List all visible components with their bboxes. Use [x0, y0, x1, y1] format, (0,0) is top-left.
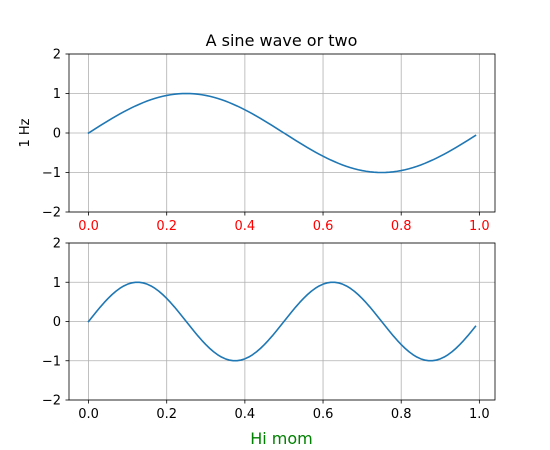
top-y-ticks: −2 −1 0 1 2 [42, 48, 69, 221]
top-x-tick-label: 0.0 [78, 219, 99, 234]
bottom-y-tick-label: −1 [42, 354, 61, 369]
top-series-line [87, 92, 477, 174]
top-y-tick-label: 0 [53, 127, 61, 142]
bottom-y-ticks: −2 −1 0 1 2 [42, 237, 69, 409]
top-x-tick-label: 1.0 [469, 219, 490, 234]
top-x-ticks: 0.0 0.2 0.4 0.6 0.8 1.0 [78, 212, 490, 234]
top-series [87, 92, 477, 174]
bottom-series-line [87, 281, 477, 362]
bottom-x-tick-label: 0.6 [313, 407, 334, 422]
bottom-x-tick-label: 0.8 [391, 407, 412, 422]
bottom-grid [69, 242, 495, 401]
bottom-y-tick-label: 0 [53, 315, 61, 330]
top-x-tick-label: 0.4 [235, 219, 256, 234]
bottom-x-axis-label: Hi mom [250, 429, 313, 448]
top-x-tick-label: 0.6 [313, 219, 334, 234]
bottom-x-ticks: 0.0 0.2 0.4 0.6 0.8 1.0 [78, 400, 490, 422]
bottom-y-tick-label: 2 [53, 237, 61, 252]
top-x-tick-label: 0.8 [391, 219, 412, 234]
top-y-tick-label: −2 [42, 206, 61, 221]
bottom-series [87, 281, 477, 362]
top-x-tick-label: 0.2 [156, 219, 177, 234]
top-y-tick-label: 1 [53, 87, 61, 102]
bottom-x-tick-label: 0.2 [156, 407, 177, 422]
chart-title: A sine wave or two [206, 31, 358, 50]
top-subplot: 0.0 0.2 0.4 0.6 0.8 1.0 −2 −1 0 1 2 A sine wave o… [18, 31, 496, 234]
top-grid [69, 53, 495, 213]
bottom-x-tick-label: 0.4 [235, 407, 256, 422]
bottom-x-tick-label: 0.0 [78, 407, 99, 422]
bottom-y-tick-label: −2 [42, 394, 61, 409]
top-y-axis-label: 1 Hz [18, 118, 33, 147]
bottom-subplot: 0.0 0.2 0.4 0.6 0.8 1.0 −2 −1 0 1 2 Hi mom [42, 237, 496, 448]
bottom-y-tick-label: 1 [53, 276, 61, 291]
top-y-tick-label: 2 [53, 48, 61, 63]
bottom-x-tick-label: 1.0 [469, 407, 490, 422]
top-y-tick-label: −1 [42, 166, 61, 181]
